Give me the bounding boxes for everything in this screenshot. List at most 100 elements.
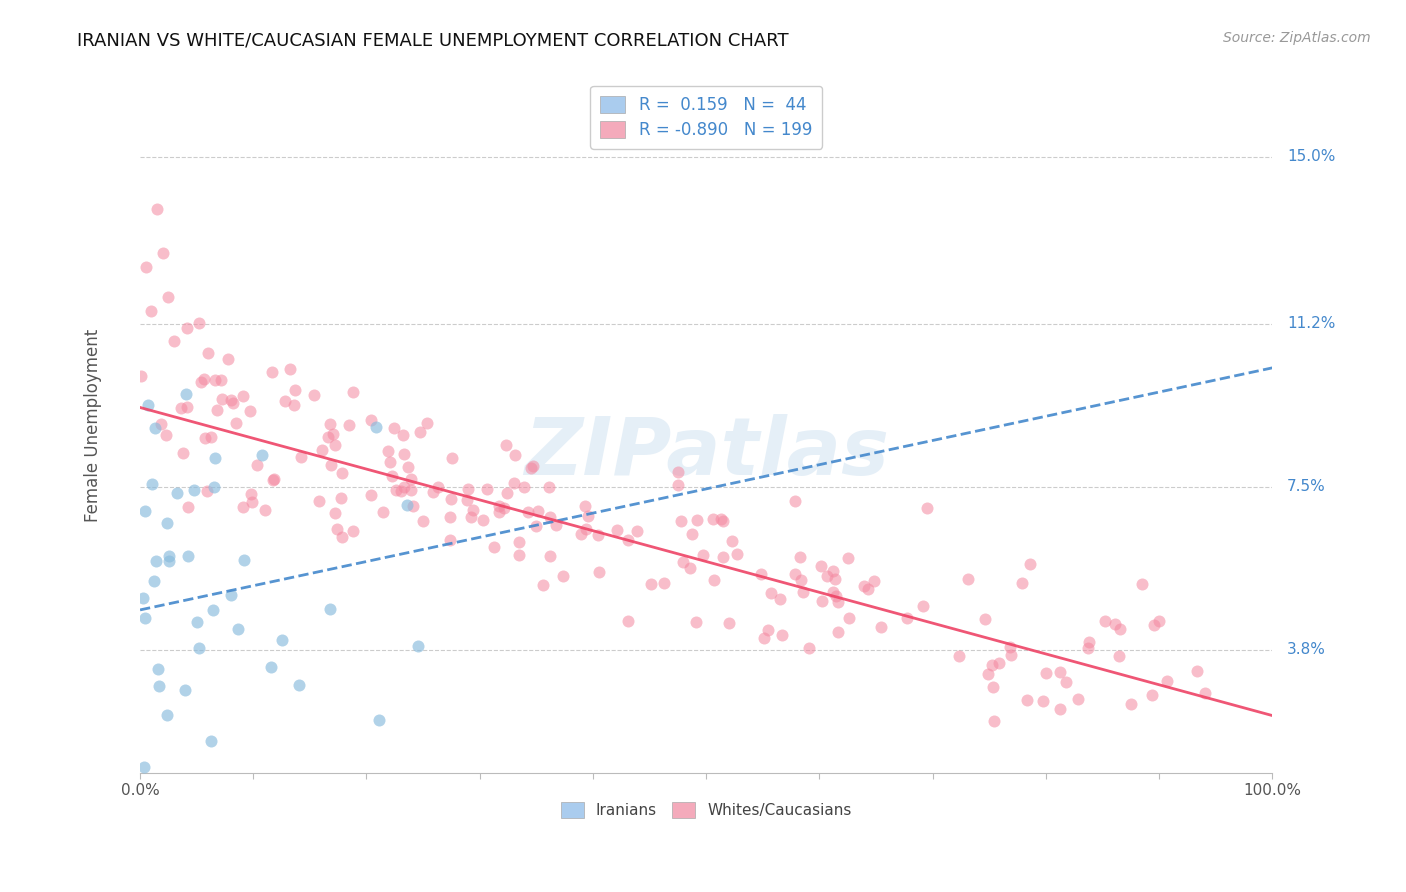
Iranians [201,602,224,616]
Text: Source: ZipAtlas.com: Source: ZipAtlas.com [1223,31,1371,45]
Whites/Caucasians [163,334,186,349]
Whites/Caucasians [517,505,540,519]
Whites/Caucasians [756,623,779,637]
Whites/Caucasians [1094,615,1116,629]
Iranians [156,707,179,722]
Whites/Caucasians [1147,614,1170,628]
Whites/Caucasians [190,375,212,389]
Whites/Caucasians [721,534,744,549]
Iranians [174,386,197,401]
Whites/Caucasians [666,477,689,491]
Whites/Caucasians [617,533,640,547]
Whites/Caucasians [983,714,1005,729]
Whites/Caucasians [810,558,832,573]
Text: IRANIAN VS WHITE/CAUCASIAN FEMALE UNEMPLOYMENT CORRELATION CHART: IRANIAN VS WHITE/CAUCASIAN FEMALE UNEMPL… [77,31,789,49]
Whites/Caucasians [141,303,163,318]
Iranians [156,516,179,531]
Whites/Caucasians [652,575,675,590]
Whites/Caucasians [157,290,180,304]
Text: 15.0%: 15.0% [1286,149,1336,164]
Whites/Caucasians [785,567,807,582]
Whites/Caucasians [799,640,821,655]
Whites/Caucasians [239,404,262,418]
Whites/Caucasians [439,509,461,524]
Whites/Caucasians [488,504,510,518]
Whites/Caucasians [392,428,415,442]
Whites/Caucasians [392,480,415,494]
Iranians [134,611,156,625]
Whites/Caucasians [789,550,811,565]
Whites/Caucasians [322,426,344,441]
Whites/Caucasians [837,551,859,566]
Whites/Caucasians [392,447,415,461]
Whites/Caucasians [342,385,364,400]
Iranians [142,788,165,802]
Text: 7.5%: 7.5% [1286,479,1326,494]
Whites/Caucasians [253,502,276,516]
Whites/Caucasians [685,615,707,630]
Whites/Caucasians [520,461,543,475]
Whites/Caucasians [522,458,544,473]
Whites/Caucasians [575,522,598,536]
Whites/Caucasians [456,492,478,507]
Whites/Caucasians [1156,674,1178,689]
Whites/Caucasians [391,484,413,499]
Whites/Caucasians [1018,557,1040,571]
Whites/Caucasians [169,401,191,416]
Whites/Caucasians [129,369,152,384]
Iranians [204,450,226,465]
Whites/Caucasians [825,589,848,603]
Whites/Caucasians [496,485,519,500]
Whites/Caucasians [666,465,689,479]
Whites/Caucasians [477,482,499,496]
Whites/Caucasians [177,500,200,515]
Whites/Caucasians [155,428,177,442]
Whites/Caucasians [761,586,783,600]
Iranians [200,733,222,747]
Whites/Caucasians [508,548,530,562]
Whites/Caucasians [823,584,845,599]
Whites/Caucasians [513,480,536,494]
Iranians [145,554,167,568]
Whites/Caucasians [626,524,648,538]
Iranians [146,662,169,676]
Whites/Caucasians [219,392,242,407]
Whites/Caucasians [149,417,172,432]
Whites/Caucasians [457,482,479,496]
Iranians [406,639,429,653]
Whites/Caucasians [1104,617,1126,632]
Whites/Caucasians [981,657,1004,672]
Whites/Caucasians [1000,648,1022,662]
Whites/Caucasians [574,500,596,514]
Whites/Caucasians [1054,674,1077,689]
Iranians [141,477,163,491]
Text: ZIPatlas: ZIPatlas [523,414,889,491]
Iranians [226,622,249,636]
Iranians [288,678,311,692]
Whites/Caucasians [360,488,382,502]
Whites/Caucasians [1108,648,1130,663]
Whites/Caucasians [1078,634,1101,648]
Whites/Caucasians [399,472,422,486]
Whites/Caucasians [1130,577,1153,591]
Iranians [396,498,419,512]
Whites/Caucasians [278,362,301,376]
Whites/Caucasians [671,514,693,528]
Iranians [142,574,165,588]
Iranians [201,788,224,802]
Whites/Caucasians [399,483,422,497]
Whites/Caucasians [135,260,157,274]
Whites/Caucasians [200,430,222,444]
Iranians [319,601,342,615]
Whites/Caucasians [263,472,285,486]
Whites/Caucasians [709,511,731,525]
Whites/Caucasians [176,401,198,415]
Iranians [157,549,180,563]
Whites/Caucasians [640,576,662,591]
Whites/Caucasians [1049,702,1071,716]
Iranians [132,591,155,605]
Whites/Caucasians [381,469,404,483]
Whites/Caucasians [460,509,482,524]
Whites/Caucasians [856,582,879,597]
Whites/Caucasians [232,389,254,403]
